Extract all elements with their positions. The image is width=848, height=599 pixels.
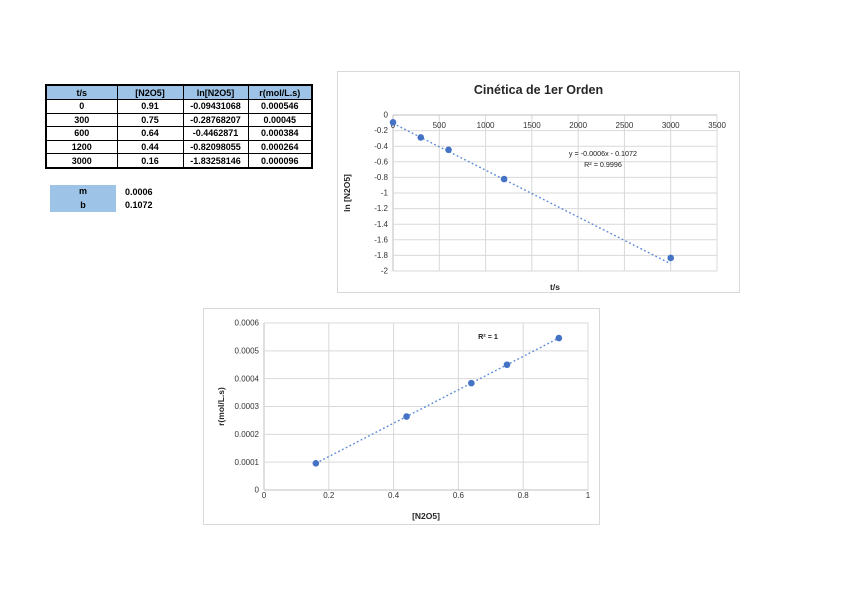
cell-time: 600: [45, 126, 118, 141]
cell-ln-concentration: -0.82098055: [182, 139, 249, 155]
cell-rate: 0.000264: [247, 139, 313, 155]
data-point: [417, 134, 425, 141]
trendline: [392, 122, 672, 265]
table-row: 3000 0.16 -1.83258146 0.000096: [45, 153, 313, 169]
x-tick-label: 0.8: [518, 491, 530, 500]
cell-rate: 0.000546: [247, 99, 313, 114]
y-tick-label: 0.0003: [235, 402, 260, 411]
fit-parameters-block: m 0.0006 b 0.1072: [50, 185, 153, 212]
y-tick-label: -1: [381, 189, 389, 198]
param-value-m: 0.0006: [125, 186, 153, 197]
y-tick-label: -1.8: [374, 251, 388, 260]
cell-time: 300: [45, 112, 118, 128]
param-label-m: m: [50, 185, 116, 199]
rate-vs-concentration-chart: 0 0.2 0.4 0.6 0.8 1 0 0.0001 0.0002 0.0003 0.0004 0…: [203, 308, 600, 525]
data-point: [503, 361, 511, 369]
y-tick-label: -1.6: [374, 235, 388, 244]
x-tick-label: 500: [433, 121, 447, 130]
chart-svg: 05001000150020002500300035000-0.2-0.4-0.…: [342, 83, 726, 292]
column-header-rate: r(mol/L.s): [247, 84, 313, 100]
y-tick-label: 0.0005: [235, 346, 260, 355]
table-header-row: t/s [N2O5] ln[N2O5] r(mol/L.s): [45, 84, 313, 100]
table-row: 0 0.91 -0.09431068 0.000546: [45, 99, 313, 114]
data-point: [389, 119, 397, 126]
column-header-time: t/s: [45, 84, 118, 100]
y-tick-label: -0.8: [374, 173, 388, 182]
y-tick-label: -0.2: [374, 126, 388, 135]
x-tick-label: 0: [262, 491, 267, 500]
y-axis-title: r(mol/L.s): [216, 387, 226, 426]
cell-concentration: 0.16: [116, 153, 184, 169]
kinetics-data-table: t/s [N2O5] ln[N2O5] r(mol/L.s) 0 0.91 -0…: [45, 84, 313, 169]
cell-ln-concentration: -0.4462871: [182, 126, 249, 141]
param-row-intercept: b 0.1072: [50, 198, 153, 212]
x-tick-label: 0.6: [453, 491, 465, 500]
param-value-b: 0.1072: [125, 200, 153, 211]
y-tick-label: -2: [381, 267, 389, 276]
y-tick-label: -0.6: [374, 157, 388, 166]
y-tick-label: -1.2: [374, 204, 388, 213]
cell-concentration: 0.44: [116, 139, 184, 155]
x-tick-label: 1500: [523, 121, 541, 130]
first-order-kinetics-chart: 05001000150020002500300035000-0.2-0.4-0.…: [337, 71, 740, 293]
column-header-ln-concentration: ln[N2O5]: [182, 84, 249, 100]
table-row: 600 0.64 -0.4462871 0.000384: [45, 126, 313, 141]
x-tick-label: 2500: [616, 121, 634, 130]
y-tick-label: 0: [384, 111, 389, 120]
cell-concentration: 0.91: [116, 99, 184, 114]
cell-ln-concentration: -1.83258146: [182, 153, 249, 169]
y-tick-label: -1.4: [374, 220, 388, 229]
data-point: [500, 175, 508, 183]
equation-annotation: R² = 1: [478, 332, 498, 341]
chart-svg: 0 0.2 0.4 0.6 0.8 1 0 0.0001 0.0002 0.0003 0.0004 0…: [216, 319, 591, 521]
cell-rate: 0.00045: [247, 112, 313, 128]
data-point: [468, 379, 475, 387]
x-tick-label: 1: [586, 491, 591, 500]
data-point: [555, 334, 563, 342]
equation-annotation: y = -0.0006x - 0.1072: [569, 149, 637, 158]
cell-ln-concentration: -0.28768207: [182, 112, 249, 128]
cell-concentration: 0.64: [116, 126, 184, 141]
y-tick-label: 0.0002: [235, 430, 260, 439]
equation-annotation: R² = 0.9996: [584, 160, 622, 169]
y-tick-label: 0: [255, 486, 260, 495]
y-tick-label: -0.4: [374, 142, 388, 151]
table-row: 1200 0.44 -0.82098055 0.000264: [45, 139, 313, 155]
data-point: [445, 146, 452, 154]
param-label-b: b: [50, 198, 116, 212]
y-tick-label: 0.0001: [235, 458, 260, 467]
chart-title: Cinética de 1er Orden: [474, 83, 603, 97]
cell-time: 1200: [45, 139, 118, 155]
cell-rate: 0.000384: [247, 126, 313, 141]
x-tick-label: 0.2: [323, 491, 335, 500]
cell-time: 3000: [45, 153, 118, 169]
y-tick-label: 0.0004: [235, 374, 260, 383]
y-tick-label: 0.0006: [235, 319, 260, 328]
y-axis-title: ln [N2O5]: [342, 174, 352, 212]
trendline: [315, 337, 560, 464]
x-tick-label: 0.4: [388, 491, 400, 500]
data-point: [667, 254, 675, 262]
x-axis-title: t/s: [550, 282, 560, 292]
data-point: [403, 413, 410, 420]
x-tick-label: 2000: [569, 121, 587, 130]
cell-rate: 0.000096: [247, 153, 313, 169]
x-tick-label: 3500: [708, 121, 726, 130]
x-tick-label: 1000: [477, 121, 495, 130]
table-row: 300 0.75 -0.28768207 0.00045: [45, 112, 313, 128]
cell-concentration: 0.75: [116, 112, 184, 128]
column-header-concentration: [N2O5]: [116, 84, 184, 100]
data-point: [312, 459, 320, 467]
x-tick-label: 3000: [662, 121, 680, 130]
param-row-slope: m 0.0006: [50, 185, 153, 199]
cell-time: 0: [45, 99, 118, 114]
cell-ln-concentration: -0.09431068: [182, 99, 249, 114]
x-axis-title: [N2O5]: [412, 511, 440, 521]
